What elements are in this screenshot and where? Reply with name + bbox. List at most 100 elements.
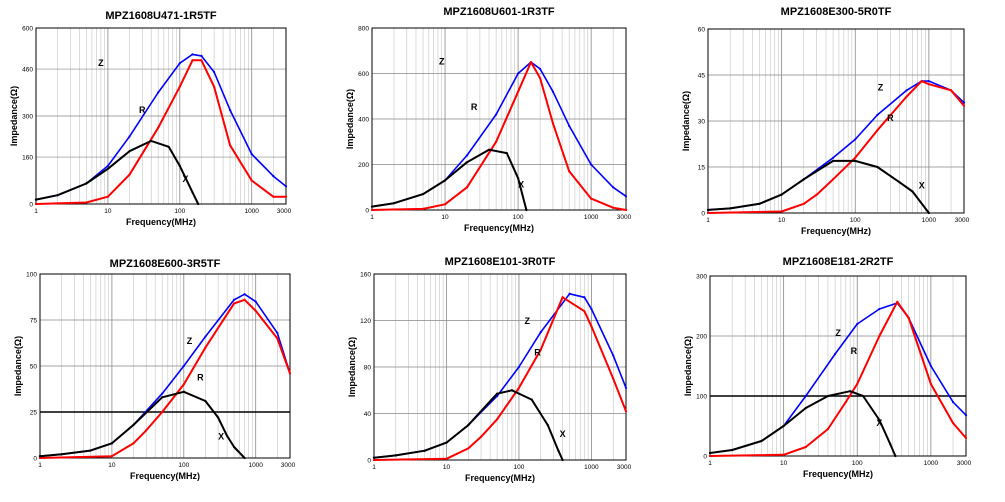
data-point-x (392, 202, 396, 205)
data-point-r (479, 435, 483, 438)
data-point-r (38, 456, 42, 460)
data-point-z (243, 293, 246, 296)
y-tick-label: 50 (30, 364, 38, 371)
data-point-x (878, 418, 881, 422)
data-point-r (826, 427, 830, 431)
data-point-z (624, 195, 628, 198)
y-axis-label: Impedance(Ω) (681, 91, 691, 151)
data-point-r (178, 85, 181, 88)
data-point-x (894, 454, 897, 458)
y-tick-label: 460 (22, 67, 33, 74)
data-point-x (831, 159, 835, 162)
data-point-r (517, 386, 521, 390)
y-tick-label: 100 (696, 394, 707, 401)
y-tick-label: 300 (22, 114, 33, 121)
data-point-r (949, 89, 953, 92)
x-tick-label: 10 (443, 464, 451, 471)
data-point-r (443, 203, 447, 206)
series-line-x (35, 139, 200, 205)
data-point-x (758, 202, 761, 205)
grid-lines (709, 275, 967, 457)
data-point-z (228, 109, 232, 112)
data-point-x (161, 396, 164, 399)
data-point-x (898, 181, 901, 184)
x-axis-label: Frequency(MHz) (130, 471, 200, 481)
data-point-z (200, 54, 203, 57)
data-point-z (590, 307, 593, 310)
x-tick-label: 1 (34, 208, 38, 215)
data-point-z (905, 89, 908, 92)
data-point-r (568, 170, 571, 173)
x-tick-label: 1000 (244, 208, 259, 215)
data-point-r (495, 140, 498, 143)
data-point-x (394, 454, 397, 457)
data-point-z (495, 113, 498, 116)
x-tick-label: 100 (514, 464, 525, 471)
y-axis-label: Impedance(Ω) (9, 86, 19, 146)
series-line-r (709, 300, 967, 457)
data-point-r (905, 95, 908, 98)
data-point-x (197, 202, 200, 206)
data-point-z (539, 331, 542, 334)
data-point-x (128, 150, 131, 153)
data-point-z (856, 322, 859, 326)
y-tick-label: 80 (364, 365, 372, 372)
data-point-r (132, 442, 135, 445)
series-label-z: Z (878, 82, 884, 92)
data-point-r (272, 195, 275, 198)
data-point-z (964, 414, 968, 417)
data-point-r (780, 210, 783, 213)
series-label-x: X (560, 429, 566, 439)
data-point-r (590, 325, 593, 328)
series-label-r: R (139, 105, 146, 115)
y-axis-label: Impedance(Ω) (347, 337, 357, 397)
data-point-z (254, 300, 257, 303)
data-point-x (38, 455, 42, 458)
series-line-x (39, 390, 246, 459)
data-point-r (516, 90, 520, 93)
series-label-z: Z (439, 56, 445, 66)
data-point-x (731, 448, 734, 452)
data-point-r (243, 298, 246, 301)
data-point-r (421, 207, 425, 210)
data-point-r (106, 195, 109, 198)
data-point-x (861, 394, 865, 398)
x-tick-label: 3000 (955, 217, 970, 224)
y-tick-label: 800 (358, 26, 369, 33)
data-point-r (708, 454, 712, 458)
data-point-r (878, 334, 881, 338)
data-point-r (624, 208, 628, 212)
y-tick-label: 25 (30, 410, 38, 417)
data-point-x (505, 152, 508, 155)
data-point-z (538, 67, 542, 71)
data-point-z (284, 185, 288, 188)
data-point-z (250, 153, 253, 156)
data-point-z (951, 400, 955, 404)
data-point-r (804, 445, 807, 449)
x-axis-label: Frequency(MHz) (801, 226, 871, 236)
data-point-r (551, 122, 555, 125)
data-point-r (157, 126, 160, 129)
x-tick-label: 1000 (584, 464, 599, 471)
data-point-z (465, 154, 469, 157)
data-point-r (250, 179, 253, 182)
x-axis-label: Frequency(MHz) (465, 473, 535, 483)
y-tick-label: 0 (367, 458, 371, 465)
y-tick-label: 0 (365, 208, 369, 215)
data-point-x (465, 161, 469, 164)
plot-frame (709, 275, 967, 457)
data-point-r (445, 457, 448, 460)
series-label-z: Z (187, 336, 193, 346)
data-point-r (254, 309, 257, 312)
data-point-r (128, 173, 131, 176)
y-tick-label: 30 (698, 119, 706, 126)
data-point-x (56, 194, 59, 197)
x-tick-label: 100 (852, 460, 863, 467)
x-tick-label: 100 (178, 462, 189, 469)
y-tick-label: 60 (698, 27, 706, 34)
y-axis-label: Impedance(Ω) (13, 336, 23, 396)
data-point-x (927, 211, 930, 215)
